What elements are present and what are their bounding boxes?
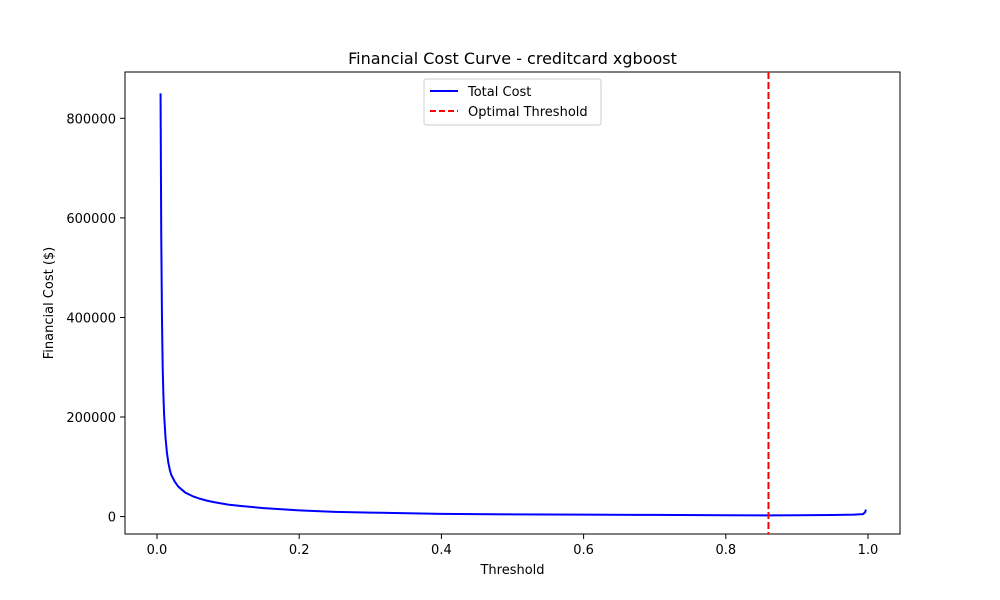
plot-area-frame [124,71,901,535]
chart-title: Financial Cost Curve - creditcard xgboos… [348,49,677,68]
y-tick-label: 400000 [66,311,116,326]
y-tick-label: 800000 [66,112,116,127]
x-axis-label: Threshold [479,563,544,578]
legend-label-optimal-threshold: Optimal Threshold [468,105,588,120]
series-layer [159,72,867,534]
x-axis: 0.0 0.2 0.4 0.6 0.8 1.0 [147,534,879,558]
x-tick-label: 0.0 [147,543,168,558]
x-tick-label: 1.0 [858,543,879,558]
total-cost-line [159,93,867,517]
y-axis: 0 200000 400000 600000 800000 [66,112,125,526]
y-tick-label: 600000 [66,212,116,227]
x-tick-label: 0.6 [573,543,594,558]
y-tick-label: 0 [108,511,116,526]
x-tick-label: 0.8 [715,543,736,558]
y-tick-label: 200000 [66,411,116,426]
legend-label-total-cost: Total Cost [467,85,531,100]
x-tick-label: 0.2 [289,543,310,558]
y-axis-label: Financial Cost ($) [42,247,57,360]
legend: Total Cost Optimal Threshold [423,78,602,126]
legend-frame [423,78,602,126]
x-tick-label: 0.4 [431,543,452,558]
